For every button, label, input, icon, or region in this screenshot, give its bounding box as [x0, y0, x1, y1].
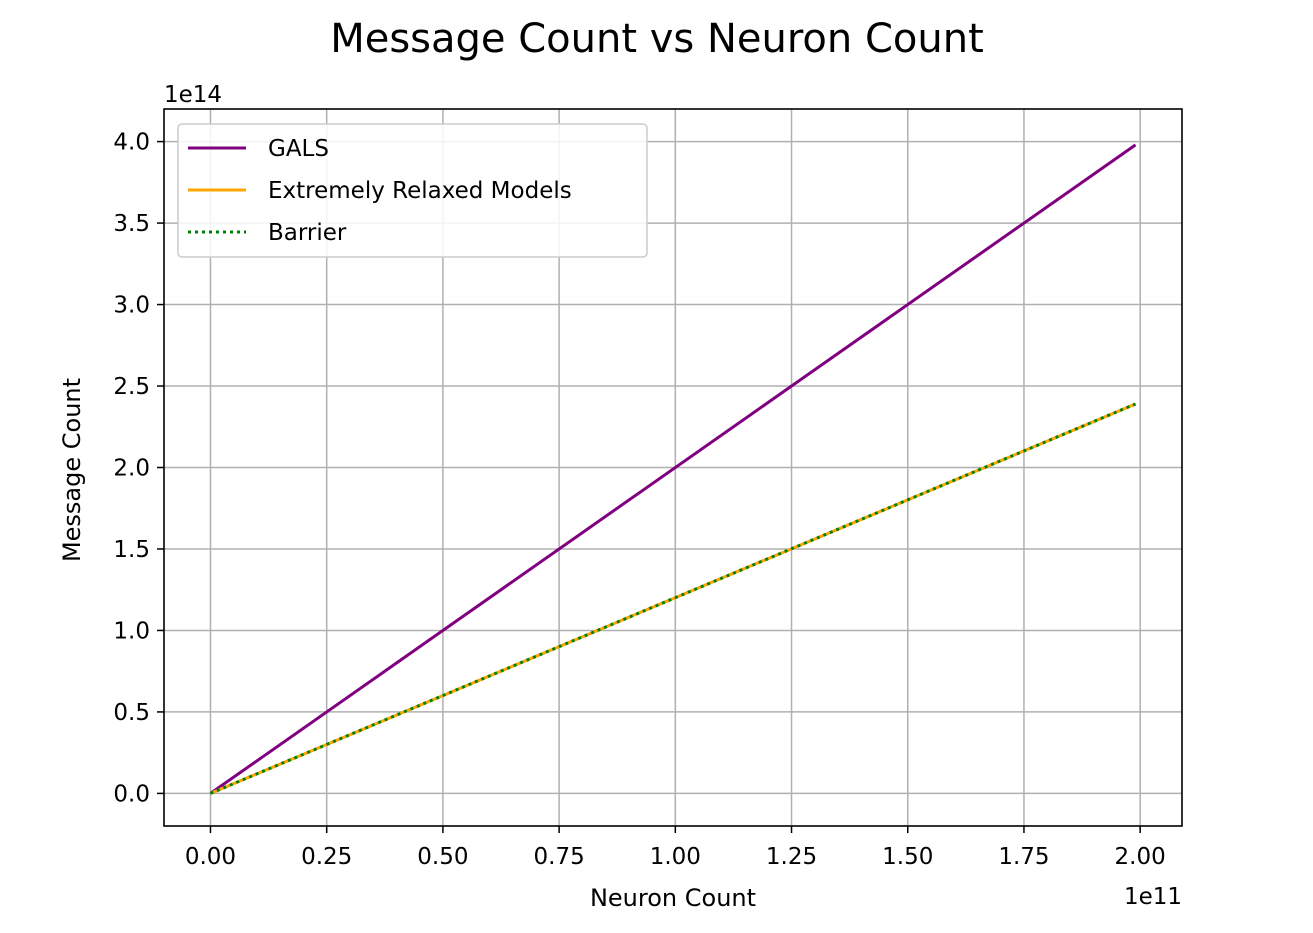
y-tick-label: 3.5 [113, 211, 150, 237]
x-tick-label: 0.25 [301, 844, 352, 870]
y-tick-label: 1.5 [113, 537, 150, 563]
x-tick-label: 1.50 [882, 844, 933, 870]
x-tick-label: 0.50 [417, 844, 468, 870]
y-axis-label: Message Count [58, 378, 86, 562]
x-offset-label: 1e11 [1124, 884, 1182, 910]
x-tick-label: 2.00 [1115, 844, 1166, 870]
legend-box [177, 123, 648, 258]
ticks: 0.00 0.25 0.50 0.75 1.00 1.25 1.50 1.75 2.00 0.0 0… [113, 130, 1165, 870]
x-tick-label: 1.25 [766, 844, 817, 870]
y-tick-label: 1.0 [113, 618, 150, 644]
legend-label-barrier: Barrier [268, 220, 347, 246]
series-line-gals [209, 143, 1137, 795]
legend: GALS Extremely Relaxed Models Barrier [177, 123, 648, 258]
x-tick-label: 1.00 [650, 844, 701, 870]
y-tick-label: 3.0 [113, 293, 150, 319]
y-tick-label: 2.0 [113, 456, 150, 482]
series-line-extremely-relaxed-models [209, 402, 1137, 795]
x-tick-label: 1.75 [998, 844, 1049, 870]
y-tick-label: 0.5 [113, 700, 150, 726]
x-tick-label: 0.00 [185, 844, 236, 870]
y-offset-label: 1e14 [164, 82, 222, 108]
series-lines [209, 143, 1137, 795]
x-axis-label: Neuron Count [590, 884, 756, 912]
legend-label-gals: GALS [268, 136, 329, 162]
legend-label-extremely-relaxed-models: Extremely Relaxed Models [268, 178, 572, 204]
y-tick-label: 2.5 [113, 374, 150, 400]
y-tick-label: 0.0 [113, 781, 150, 807]
chart-title: Message Count vs Neuron Count [330, 16, 984, 62]
y-tick-label: 4.0 [113, 130, 150, 156]
x-tick-label: 0.75 [534, 844, 585, 870]
